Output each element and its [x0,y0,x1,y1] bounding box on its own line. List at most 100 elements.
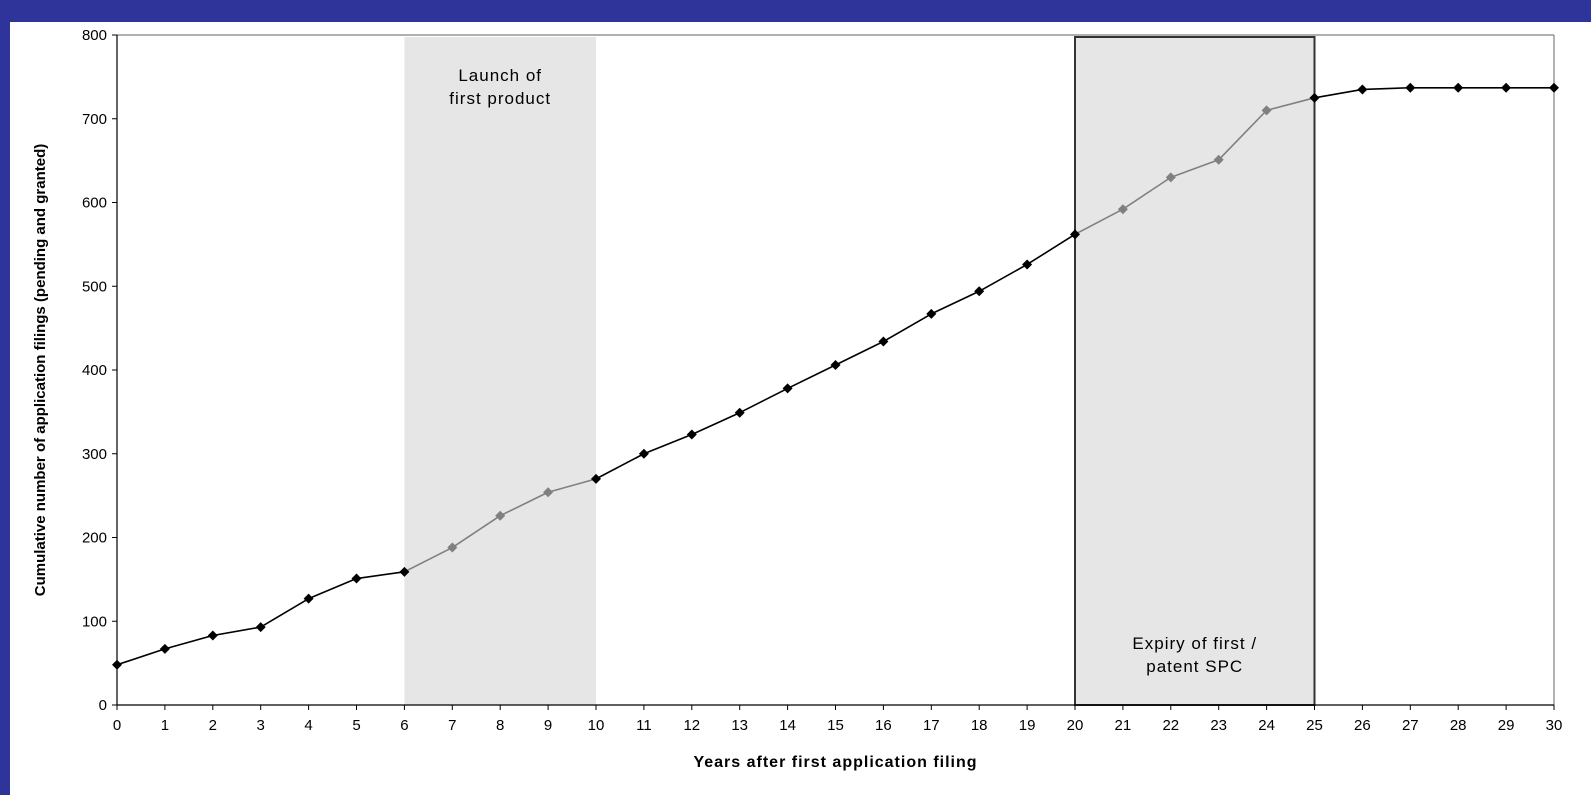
series-line-segment [739,387,788,414]
data-point [686,429,697,440]
x-tick-label: 10 [588,717,605,734]
data-point [1405,82,1416,93]
data-point [351,573,362,584]
data-point [303,593,314,604]
x-tick-label: 24 [1258,717,1275,734]
y-tick-label: 500 [82,278,107,295]
series-line-segment [260,597,310,628]
series-line-segment [212,626,261,637]
data-point [207,630,218,641]
shaded-region-0 [404,37,596,705]
region-label-1: Expiry of first / patent SPC [1132,634,1257,676]
x-tick-label: 27 [1402,717,1419,734]
x-axis-title: Years after first application filing [693,754,977,771]
frame-top-bar [0,0,1591,22]
x-tick-label: 14 [779,717,796,734]
data-point [255,622,266,633]
series-line-segment [1026,233,1076,266]
data-point [734,407,745,418]
region-label-0: Launch of first product [449,66,551,108]
series-line-segment [930,290,980,315]
series-line-segment [547,478,597,494]
series-line-segment [595,453,645,480]
shaded-regions [404,36,1316,706]
x-tick-label: 11 [636,717,652,734]
data-point [782,383,793,394]
y-tick-label: 700 [82,111,107,128]
data-point [1261,105,1272,116]
y-tick-label: 100 [82,613,107,630]
x-tick-label: 7 [448,717,456,734]
series-line-segment [883,313,932,343]
data-point [638,448,649,459]
series-line-segment [1122,176,1172,210]
x-tick-label: 28 [1450,717,1467,734]
series-line-segment [691,411,741,436]
data-point [1549,82,1559,93]
series-line-segment [1314,88,1363,99]
x-tick-label: 22 [1162,717,1179,734]
data-point [112,659,122,670]
y-tick-label: 0 [99,697,107,714]
data-point [543,487,554,498]
series-line-segment [308,577,357,600]
data-point [447,542,458,553]
x-tick-label: 23 [1210,717,1227,734]
x-tick-label: 18 [971,717,988,734]
data-point [1022,259,1033,270]
y-tick-label: 400 [82,362,107,379]
x-tick-label: 1 [161,717,169,734]
x-tick-label: 17 [923,717,940,734]
x-tick-label: 6 [400,717,408,734]
series-line-segment [1218,109,1268,161]
x-tick-label: 29 [1498,717,1515,734]
data-point [159,643,170,654]
series-line-segment [1362,86,1411,91]
data-point [926,308,937,319]
data-point [1501,82,1512,93]
x-tick-label: 4 [304,717,312,734]
region-label-line: first product [449,89,551,108]
series-line-segment [835,340,884,366]
data-point [1117,204,1128,215]
x-tick-label: 16 [875,717,892,734]
data-point [1213,154,1224,165]
series-line-segment [116,648,166,666]
y-tick-label: 600 [82,195,107,212]
region-label-line: Expiry of first / [1132,634,1257,653]
series-line-segment [356,571,405,580]
data-point [1357,84,1368,95]
x-tick-label: 12 [683,717,700,734]
y-axis-title: Cumulative number of application filings… [32,144,49,597]
y-tick-label: 300 [82,446,107,463]
data-point [830,359,841,370]
region-label-line: patent SPC [1146,657,1243,676]
x-tick-label: 15 [827,717,844,734]
series-line-segment [1074,208,1124,236]
x-tick-label: 5 [352,717,360,734]
data-point [1070,229,1080,240]
x-tick-label: 2 [209,717,217,734]
data-point [878,336,889,347]
data-point [399,566,410,577]
y-tick-label: 200 [82,530,107,547]
series-line-segment [404,546,453,573]
data-point [591,473,601,484]
axes [112,34,1555,710]
series-line-segment [1266,97,1315,112]
data-series [112,82,1559,670]
shaded-region-1 [1074,36,1316,706]
data-point [1165,172,1176,183]
region-label-line: Launch of [458,66,542,85]
x-tick-label: 8 [496,717,504,734]
x-tick-label: 25 [1306,717,1323,734]
x-tick-label: 13 [731,717,748,734]
series-line-segment [643,433,693,455]
x-tick-label: 0 [113,717,121,734]
series-line-segment [164,634,214,650]
series-line-segment [787,364,836,390]
frame-left-bar [0,0,10,795]
x-tick-label: 3 [257,717,265,734]
